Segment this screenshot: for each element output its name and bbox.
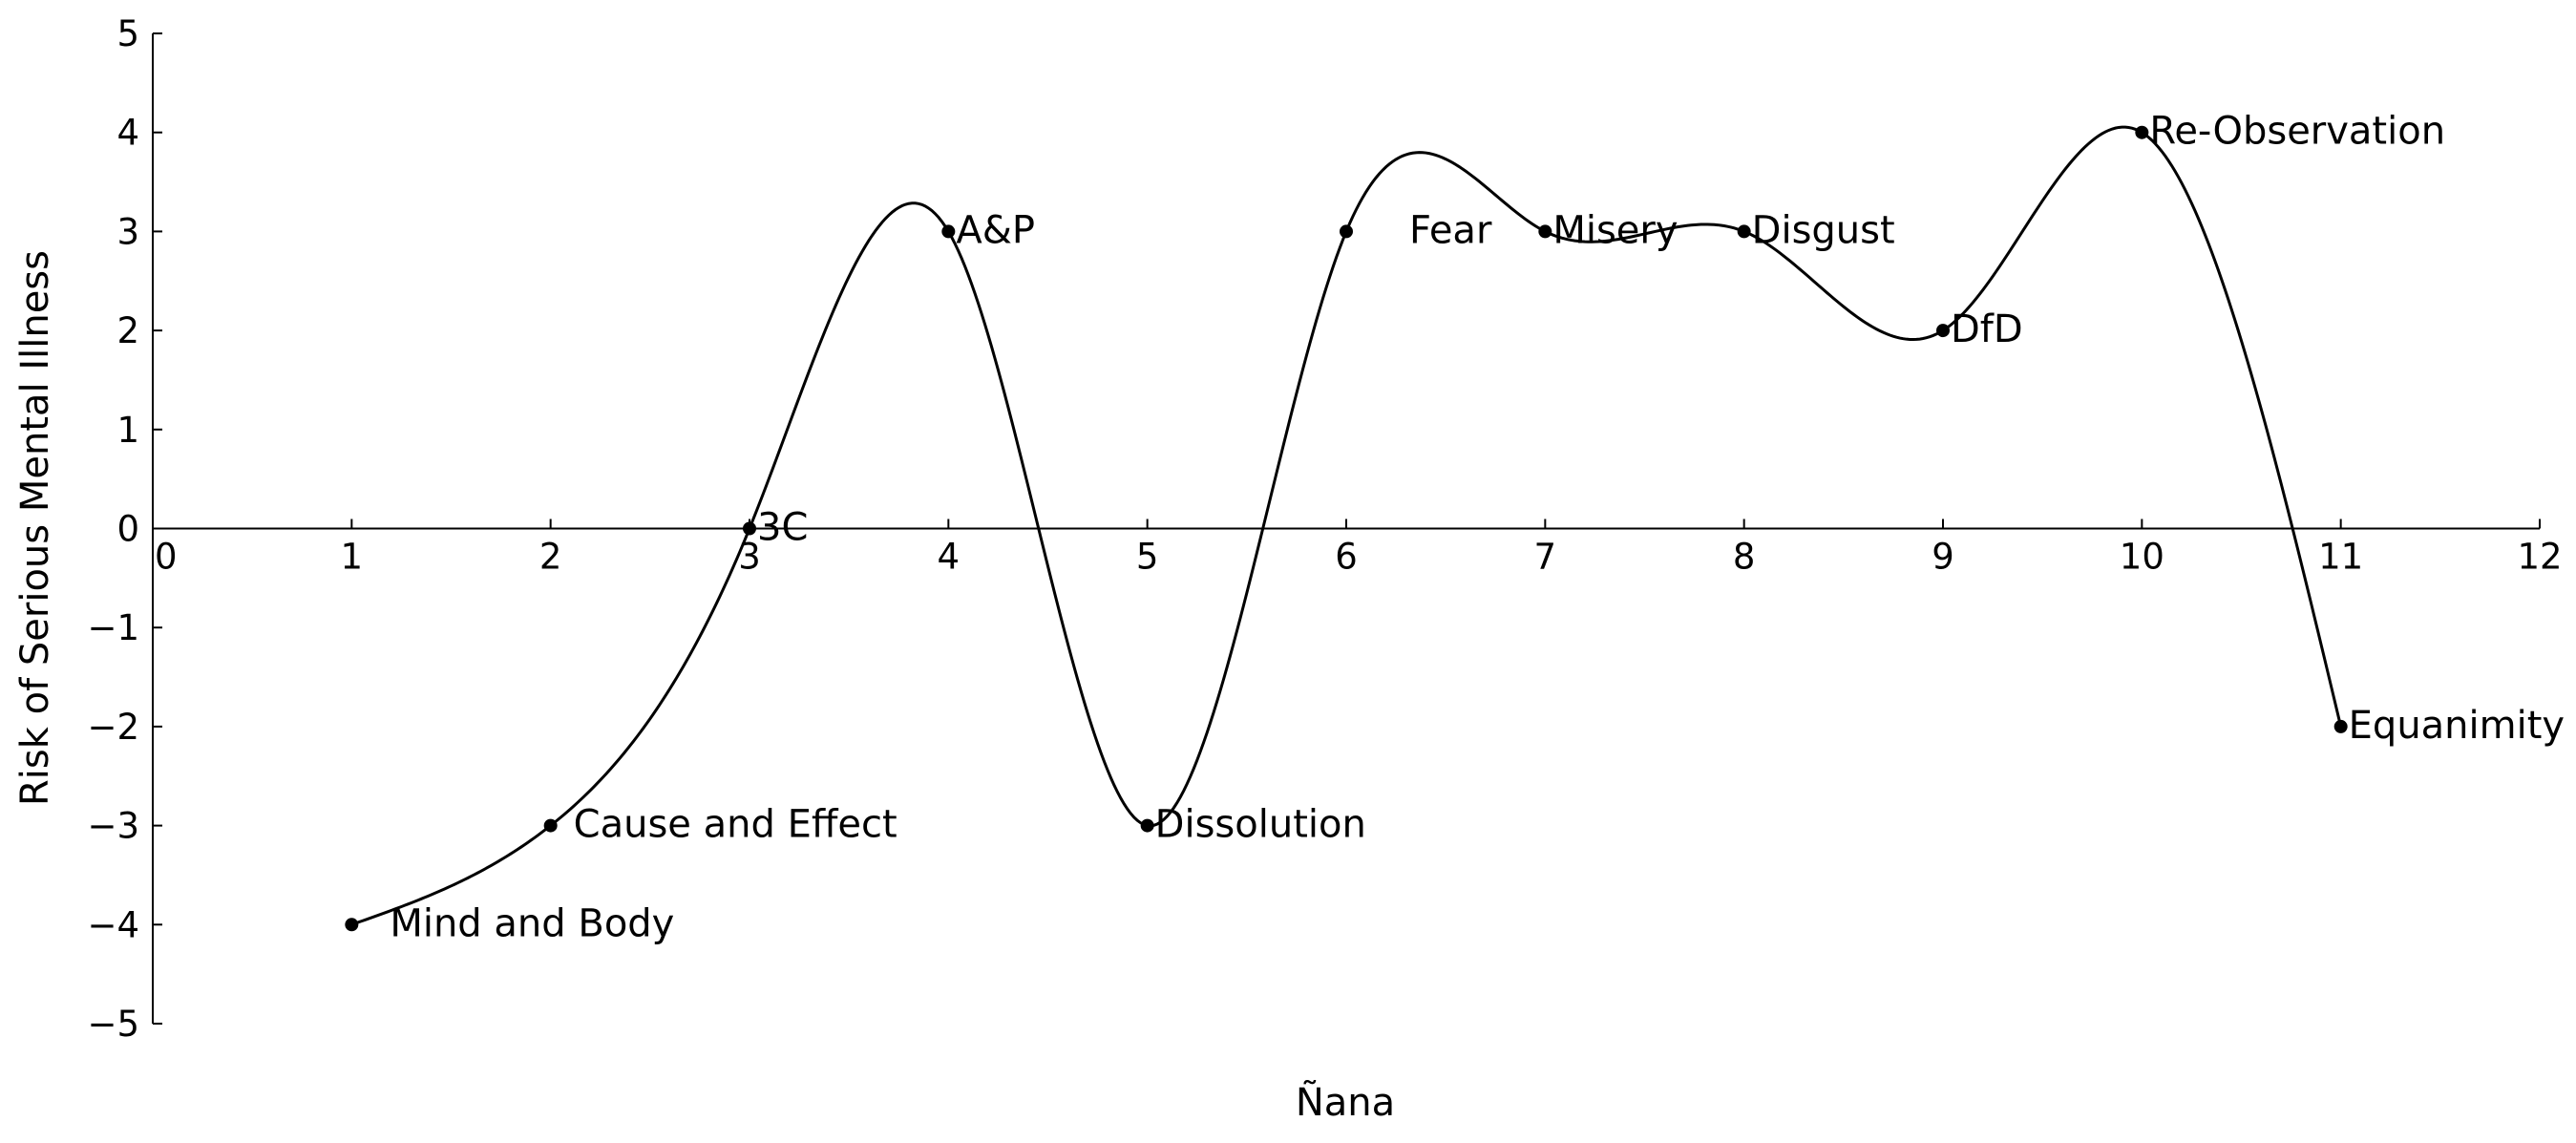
x-tick-label: 12 xyxy=(2517,537,2562,578)
x-tick-label: 2 xyxy=(539,537,562,578)
data-label: Dissolution xyxy=(1155,803,1366,847)
y-tick-label: −3 xyxy=(87,806,139,847)
data-label: Misery xyxy=(1552,208,1678,252)
y-tick-label: 0 xyxy=(116,509,139,550)
data-point xyxy=(743,521,756,536)
y-tick-label: −2 xyxy=(87,707,139,748)
y-tick-label: 1 xyxy=(116,410,139,451)
x-tick-label: 11 xyxy=(2318,537,2363,578)
x-tick-label: 10 xyxy=(2120,537,2164,578)
y-tick-label: 2 xyxy=(116,310,139,351)
data-label: DfD xyxy=(1951,307,2023,351)
x-tick-label: 8 xyxy=(1733,537,1756,578)
data-point xyxy=(1936,324,1950,338)
data-label: Equanimity xyxy=(2349,704,2565,748)
y-tick-label: −1 xyxy=(87,607,139,648)
x-tick-label: 3 xyxy=(738,537,761,578)
x-tick-label: 7 xyxy=(1534,537,1557,578)
x-tick-label: 4 xyxy=(938,537,961,578)
data-label: Cause and Effect xyxy=(574,803,897,847)
x-tick-label: 9 xyxy=(1932,537,1954,578)
data-point xyxy=(1340,224,1353,239)
data-point xyxy=(1737,224,1751,239)
data-point xyxy=(1140,818,1154,833)
y-axis-title: Risk of Serious Mental Illness xyxy=(13,250,57,806)
y-tick-label: −4 xyxy=(87,904,139,945)
data-point xyxy=(2333,719,2348,733)
x-axis-title: Ñana xyxy=(1296,1079,1395,1125)
data-label: A&P xyxy=(956,208,1035,252)
y-tick-label: 3 xyxy=(116,211,139,252)
data-point xyxy=(543,818,558,833)
x-tick-label: 1 xyxy=(341,537,364,578)
data-point xyxy=(2135,125,2149,139)
x-tick-label: 5 xyxy=(1136,537,1159,578)
y-tick-label: 5 xyxy=(116,13,139,54)
y-tick-label: 4 xyxy=(116,113,139,154)
data-point xyxy=(1538,224,1552,239)
data-point xyxy=(345,918,359,932)
data-points xyxy=(345,125,2348,932)
x-tick-label: 6 xyxy=(1335,537,1358,578)
data-label: Disgust xyxy=(1752,208,1895,252)
x-tick-label: 0 xyxy=(155,537,178,578)
data-point xyxy=(941,224,956,239)
data-label: Fear xyxy=(1409,208,1492,252)
y-tick-label: −5 xyxy=(87,1004,139,1045)
data-label: Re-Observation xyxy=(2149,110,2445,154)
data-label: 3C xyxy=(757,506,808,550)
data-label: Mind and Body xyxy=(390,901,674,945)
data-labels: Mind and Body Cause and Effect 3C A&P Dissol… xyxy=(390,110,2565,946)
